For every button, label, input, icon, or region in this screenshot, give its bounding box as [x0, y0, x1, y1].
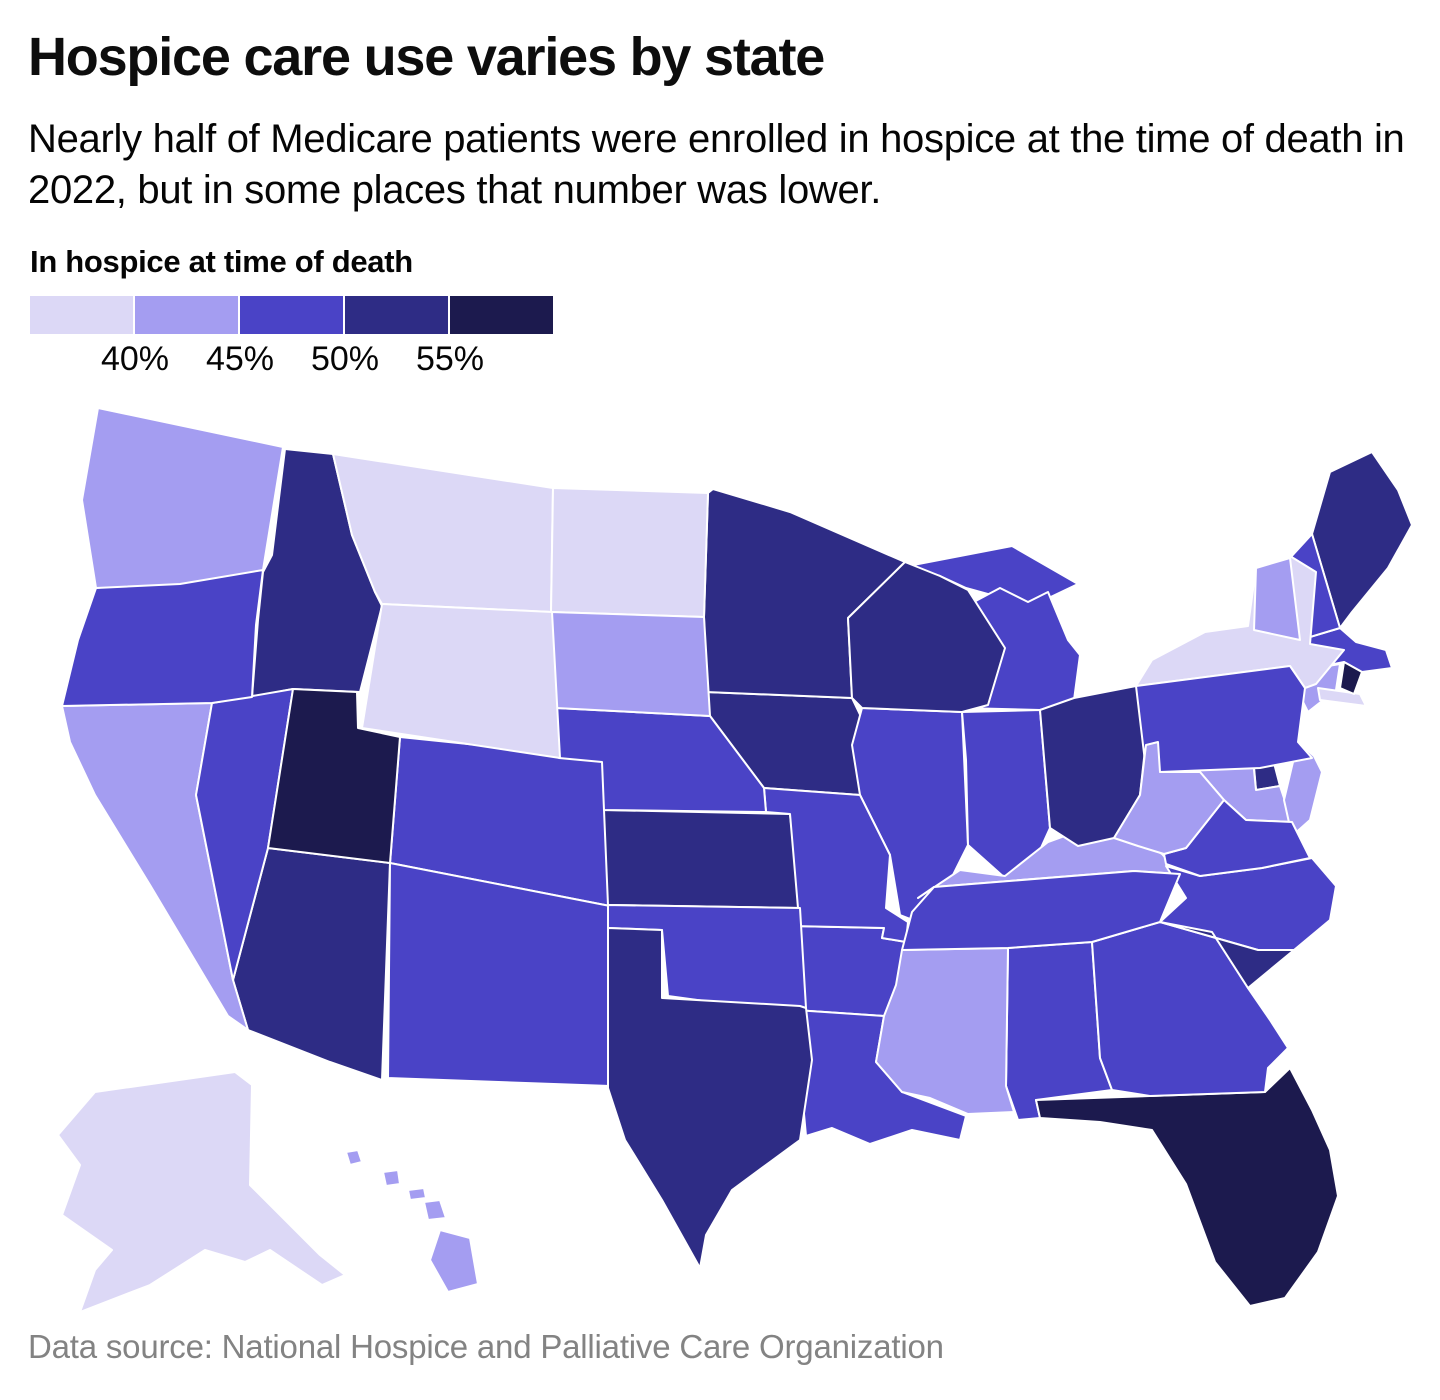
state-vt[interactable]: Vermont	[1253, 557, 1301, 641]
legend-tick-45: 45%	[205, 340, 275, 378]
legend-tick-labels: 40% 45% 50% 55%	[30, 340, 590, 384]
legend-swatch-2	[240, 296, 343, 334]
state-ne[interactable]: Nebraska	[555, 707, 767, 813]
state-hi[interactable]: Hawaii	[423, 1199, 447, 1221]
state-ms[interactable]: Mississippi	[875, 947, 1015, 1115]
state-sc[interactable]: South Carolina	[1159, 921, 1295, 989]
state-pa[interactable]: Pennsylvania	[1135, 665, 1313, 773]
legend-title: In hospice at time of death	[30, 244, 413, 279]
legend-tick-55: 55%	[415, 340, 485, 378]
state-ks[interactable]: Kansas	[603, 809, 801, 909]
state-me[interactable]: Maine	[1311, 451, 1413, 629]
legend-swatch-4	[450, 296, 553, 334]
state-tn[interactable]: Tennessee	[901, 870, 1181, 951]
state-ak[interactable]: Alaska	[57, 1071, 346, 1313]
legend-tick-50: 50%	[310, 340, 380, 378]
state-fl[interactable]: Florida	[1035, 1067, 1339, 1307]
state-wy[interactable]: Wyoming	[361, 603, 561, 759]
state-sd[interactable]: South Dakota	[550, 611, 711, 717]
state-nd[interactable]: North Dakota	[550, 487, 709, 618]
state-hi[interactable]: Hawaii	[407, 1187, 427, 1201]
state-hi[interactable]: Hawaii	[429, 1229, 479, 1293]
chart-title: Hospice care use varies by state	[28, 27, 825, 87]
state-wv[interactable]: West Virginia	[1113, 741, 1225, 855]
state-tx[interactable]: Texas	[607, 927, 813, 1269]
state-or[interactable]: Oregon	[61, 569, 264, 707]
state-ny[interactable]: New York	[1135, 555, 1345, 689]
state-nv[interactable]: Nevada	[195, 688, 294, 981]
state-nj[interactable]: New Jersey	[1283, 741, 1323, 837]
state-il[interactable]: Illinois	[851, 707, 969, 923]
data-source: Data source: National Hospice and Pallia…	[28, 1328, 944, 1365]
state-ri[interactable]: Rhode Island	[1339, 661, 1363, 695]
chart-subtitle: Nearly half of Medicare patients were en…	[28, 117, 1405, 212]
legend-swatch-0	[30, 296, 133, 334]
state-mo[interactable]: Missouri	[763, 787, 909, 943]
legend: In hospice at time of death 40% 45% 50% 55%	[30, 244, 730, 384]
legend-color-scale	[30, 296, 555, 334]
legend-swatch-3	[345, 296, 448, 334]
state-wi[interactable]: Wisconsin	[847, 561, 1006, 713]
legend-tick-40: 40%	[100, 340, 170, 378]
state-wa[interactable]: Washington	[81, 407, 284, 589]
state-ny[interactable]: New York	[1317, 687, 1367, 707]
state-hi[interactable]: Hawaii	[345, 1149, 363, 1166]
legend-swatch-1	[135, 296, 238, 334]
state-hi[interactable]: Hawaii	[382, 1169, 401, 1187]
state-ut[interactable]: Utah	[267, 688, 401, 864]
